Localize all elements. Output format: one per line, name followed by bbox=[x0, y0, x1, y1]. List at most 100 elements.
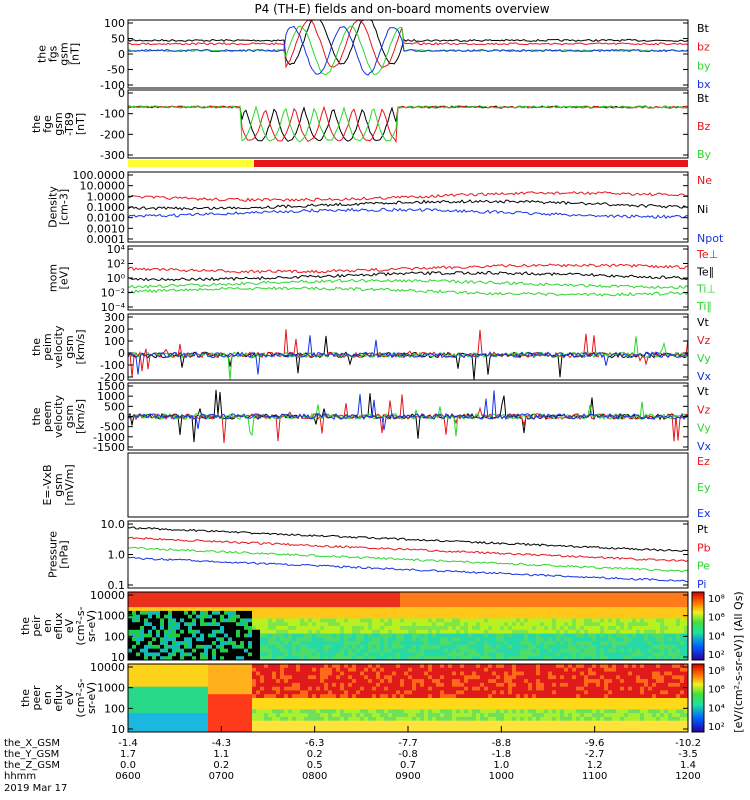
heatmap-cell bbox=[572, 626, 577, 631]
heatmap-cell bbox=[268, 720, 273, 726]
heatmap-cell bbox=[428, 709, 433, 714]
heatmap-cell bbox=[196, 652, 201, 657]
heatmap-cell bbox=[652, 648, 657, 654]
heatmap-cell bbox=[252, 679, 257, 684]
heatmap-cell bbox=[184, 603, 189, 608]
heatmap-cell bbox=[504, 694, 509, 699]
heatmap-cell bbox=[288, 698, 293, 703]
heatmap-cell bbox=[340, 599, 345, 604]
heatmap-cell bbox=[164, 652, 169, 657]
heatmap-cell bbox=[492, 592, 497, 597]
panel-3-ylabel: Density[cm-3] bbox=[47, 186, 71, 228]
heatmap-cell bbox=[356, 686, 361, 692]
heatmap-cell bbox=[556, 728, 561, 732]
heatmap-cell bbox=[184, 720, 189, 726]
heatmap-cell bbox=[560, 633, 565, 638]
heatmap-cell bbox=[360, 682, 365, 688]
heatmap-cell bbox=[360, 592, 365, 597]
heatmap-cell bbox=[320, 720, 325, 726]
heatmap-cell bbox=[216, 633, 221, 638]
heatmap-cell bbox=[580, 603, 585, 608]
heatmap-cell bbox=[216, 728, 221, 732]
heatmap-cell bbox=[212, 644, 217, 650]
heatmap-cell bbox=[284, 622, 289, 627]
heatmap-cell bbox=[420, 679, 425, 684]
heatmap-cell bbox=[312, 667, 317, 673]
heatmap-cell bbox=[676, 637, 681, 642]
heatmap-cell bbox=[448, 644, 453, 650]
heatmap-cell bbox=[408, 728, 413, 732]
heatmap-cell bbox=[680, 614, 685, 620]
heatmap-cell bbox=[236, 595, 241, 601]
heatmap-cell bbox=[524, 641, 529, 646]
heatmap-cell bbox=[336, 720, 341, 726]
heatmap-cell bbox=[460, 709, 465, 714]
heatmap-cell bbox=[152, 641, 157, 646]
heatmap-cell bbox=[488, 610, 493, 616]
heatmap-cell bbox=[504, 610, 509, 616]
heatmap-cell bbox=[484, 682, 489, 688]
heatmap-cell bbox=[344, 644, 349, 650]
heatmap-cell bbox=[256, 728, 261, 732]
heatmap-cell bbox=[544, 592, 549, 597]
heatmap-cell bbox=[156, 713, 161, 718]
heatmap-cell bbox=[504, 641, 509, 646]
heatmap-cell bbox=[420, 694, 425, 699]
heatmap-cell bbox=[284, 664, 289, 669]
heatmap-cell bbox=[436, 595, 441, 601]
heatmap-cell bbox=[184, 690, 189, 695]
heatmap-cell bbox=[216, 618, 221, 623]
heatmap-cell bbox=[544, 664, 549, 669]
heatmap-cell bbox=[404, 701, 409, 707]
heatmap-cell bbox=[344, 720, 349, 726]
heatmap-cell bbox=[508, 667, 513, 673]
heatmap-cell bbox=[212, 652, 217, 657]
heatmap-cell bbox=[604, 652, 609, 657]
heatmap-cell bbox=[152, 644, 157, 650]
heatmap-cell bbox=[616, 671, 621, 676]
heatmap-cell bbox=[428, 633, 433, 638]
heatmap-cell bbox=[536, 709, 541, 714]
heatmap-cell bbox=[532, 614, 537, 620]
heatmap-cell bbox=[556, 682, 561, 688]
heatmap-cell bbox=[440, 622, 445, 627]
heatmap-cell bbox=[632, 648, 637, 654]
heatmap-cell bbox=[360, 648, 365, 654]
heatmap-cell bbox=[516, 716, 521, 722]
heatmap-cell bbox=[136, 686, 141, 692]
heatmap-cell bbox=[564, 610, 569, 616]
heatmap-cell bbox=[320, 592, 325, 597]
heatmap-cell bbox=[216, 686, 221, 692]
heatmap-cell bbox=[600, 595, 605, 601]
heatmap-cell bbox=[244, 705, 249, 710]
heatmap-cell bbox=[612, 701, 617, 707]
heatmap-cell bbox=[648, 607, 653, 612]
heatmap-cell bbox=[484, 675, 489, 680]
heatmap-cell bbox=[232, 656, 237, 660]
heatmap-cell bbox=[604, 671, 609, 676]
heatmap-cell bbox=[580, 690, 585, 695]
heatmap-cell bbox=[304, 716, 309, 722]
heatmap-cell bbox=[544, 694, 549, 699]
heatmap-cell bbox=[268, 690, 273, 695]
heatmap-cell bbox=[248, 720, 253, 726]
heatmap-cell bbox=[612, 629, 617, 635]
heatmap-cell bbox=[560, 694, 565, 699]
heatmap-cell bbox=[560, 629, 565, 635]
heatmap-cell bbox=[676, 618, 681, 623]
heatmap-cell bbox=[424, 675, 429, 680]
heatmap-cell bbox=[344, 679, 349, 684]
heatmap-cell bbox=[348, 614, 353, 620]
heatmap-cell bbox=[624, 633, 629, 638]
heatmap-cell bbox=[672, 622, 677, 627]
heatmap-cell bbox=[336, 664, 341, 669]
heatmap-cell bbox=[544, 675, 549, 680]
heatmap-cell bbox=[408, 667, 413, 673]
heatmap-cell bbox=[316, 679, 321, 684]
heatmap-cell bbox=[280, 603, 285, 608]
heatmap-cell bbox=[540, 652, 545, 657]
legend-Ni: Ni bbox=[697, 203, 708, 216]
heatmap-cell bbox=[676, 626, 681, 631]
heatmap-cell bbox=[508, 652, 513, 657]
heatmap-cell bbox=[436, 656, 441, 660]
